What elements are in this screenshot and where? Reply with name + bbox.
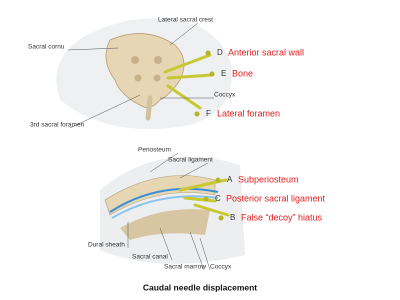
- foramen: [131, 56, 139, 64]
- leader-line: [189, 231, 205, 271]
- needle-label: Anterior sacral wall: [228, 47, 304, 57]
- needle-hub: [215, 177, 221, 183]
- sagittal-illustration: [100, 156, 245, 264]
- leader-line: [179, 162, 209, 179]
- anatomy-label: Coccyx: [210, 264, 232, 271]
- needle: [193, 203, 230, 217]
- needle-hub: [194, 111, 200, 117]
- needle: [166, 84, 202, 110]
- anatomy-label: 3rd sacral foramen: [30, 122, 85, 129]
- foramen: [154, 56, 162, 64]
- needle: [166, 73, 214, 80]
- sacral-canal: [120, 209, 210, 240]
- needle-hub: [209, 71, 215, 77]
- needle-letter: A: [227, 175, 233, 184]
- needle-letter: D: [217, 48, 223, 57]
- sacrum-illustration: [56, 18, 232, 130]
- foramen: [134, 74, 142, 82]
- anatomy-label: Periosteum: [138, 147, 171, 154]
- needle-letter: F: [206, 109, 211, 118]
- needle-label: Bone: [232, 68, 253, 78]
- sacrum-section: [104, 175, 216, 216]
- anatomy-label: Coccyx: [214, 92, 236, 99]
- needle-letter: B: [230, 213, 235, 222]
- anatomy-label: Sacral marrow: [164, 264, 206, 271]
- anatomy-label: Sacral cornu: [28, 44, 65, 51]
- sacrum: [105, 33, 185, 108]
- needle-letter: C: [215, 194, 221, 203]
- needle-hub: [203, 196, 209, 202]
- foramen: [153, 74, 161, 82]
- needle-label: Lateral foramen: [217, 108, 280, 118]
- needle: [183, 196, 217, 203]
- leader-line: [159, 227, 173, 261]
- anatomy-label: Sacral canal: [132, 254, 168, 261]
- needle-hub: [205, 50, 211, 56]
- anatomy-label: Sacral ligament: [168, 157, 213, 164]
- leader-line: [199, 237, 211, 271]
- leader-line: [169, 22, 199, 46]
- coccyx-bone: [145, 95, 153, 121]
- anatomy-label: Dural sheath: [88, 242, 125, 249]
- leader-line: [149, 152, 179, 173]
- needle-label: Subperiosteum: [238, 174, 299, 184]
- needle-hub: [218, 215, 224, 221]
- leader-line: [67, 47, 119, 51]
- caption: Caudal needle displacement: [143, 282, 257, 292]
- periosteum-line: [109, 187, 219, 213]
- anatomy-label: Lateral sacral crest: [158, 17, 213, 24]
- needle: [163, 53, 212, 74]
- needle-letter: E: [221, 69, 226, 78]
- leader-line: [69, 94, 141, 129]
- needle-label: False “decoy” hiatus: [241, 212, 323, 222]
- needle-label: Posterior sacral ligament: [226, 193, 326, 203]
